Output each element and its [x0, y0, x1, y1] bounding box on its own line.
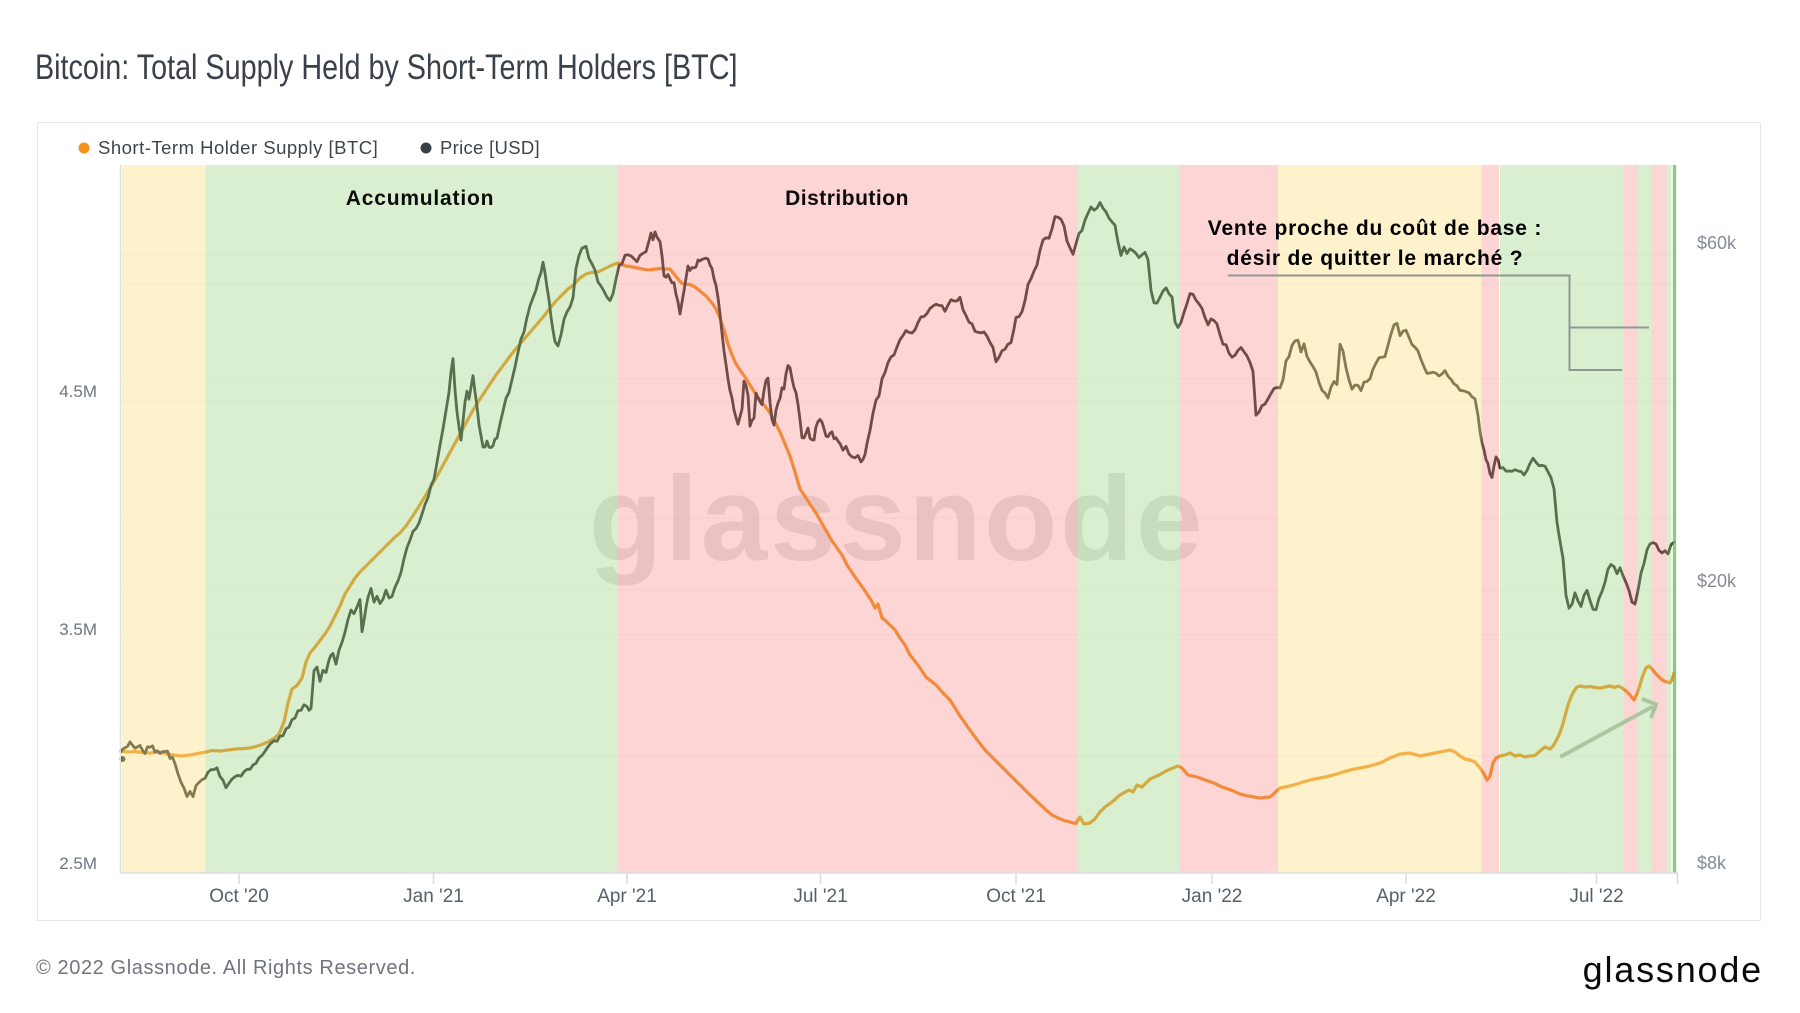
svg-text:3.5M: 3.5M [59, 620, 97, 639]
svg-text:Oct '21: Oct '21 [986, 886, 1046, 907]
svg-text:Price [USD]: Price [USD] [440, 137, 540, 158]
svg-text:Apr '22: Apr '22 [1376, 886, 1436, 907]
svg-text:Apr '21: Apr '21 [597, 886, 657, 907]
svg-text:Jan '21: Jan '21 [403, 886, 464, 907]
svg-text:Vente proche du coût de base :: Vente proche du coût de base : [1208, 217, 1542, 240]
svg-text:2.5M: 2.5M [59, 854, 97, 873]
svg-text:$8k: $8k [1697, 853, 1727, 873]
svg-text:4.5M: 4.5M [59, 382, 97, 401]
svg-text:Jul '22: Jul '22 [1569, 886, 1623, 907]
svg-text:Oct '20: Oct '20 [209, 886, 269, 907]
svg-text:Short-Term Holder Supply [BTC]: Short-Term Holder Supply [BTC] [98, 137, 378, 158]
svg-text:Bitcoin: Total Supply Held by: Bitcoin: Total Supply Held by Short-Term… [35, 47, 737, 87]
svg-text:Distribution: Distribution [785, 187, 909, 210]
svg-text:$20k: $20k [1697, 571, 1737, 591]
svg-text:glassnode: glassnode [589, 452, 1205, 586]
svg-text:© 2022 Glassnode. All Rights R: © 2022 Glassnode. All Rights Reserved. [36, 957, 416, 979]
svg-text:Jan '22: Jan '22 [1182, 886, 1243, 907]
svg-text:$60k: $60k [1697, 233, 1737, 253]
svg-text:Accumulation: Accumulation [346, 187, 494, 210]
svg-text:Jul '21: Jul '21 [793, 886, 847, 907]
svg-text:désir de quitter le marché ?: désir de quitter le marché ? [1227, 247, 1524, 270]
svg-text:glassnode: glassnode [1583, 949, 1763, 990]
